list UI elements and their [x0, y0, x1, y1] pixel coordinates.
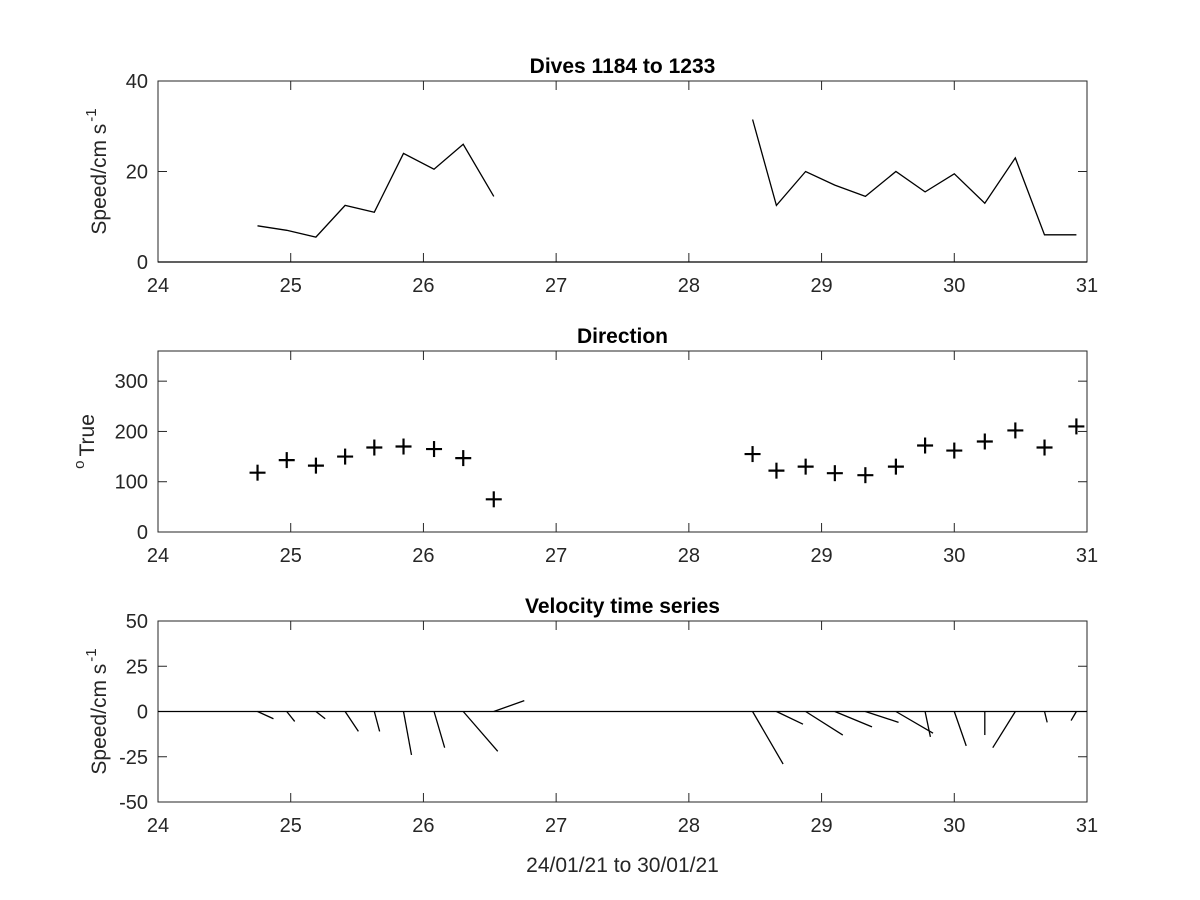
direction-x-tick-label: 28	[678, 545, 700, 567]
direction-y-tick-label: 300	[115, 371, 148, 393]
direction-plus-marker	[857, 467, 874, 484]
velocity-x-tick-label: 28	[678, 815, 700, 837]
speed-x-tick-label: 29	[810, 275, 832, 297]
velocity-stick	[1043, 711, 1048, 723]
direction-x-tick-label: 27	[545, 545, 567, 567]
direction-plus-marker	[278, 452, 295, 469]
velocity-stick	[776, 710, 804, 725]
direction-x-tick-label: 25	[280, 545, 302, 567]
direction-plus-marker	[426, 441, 443, 458]
velocity-stick	[493, 700, 525, 713]
velocity-stick	[751, 711, 784, 765]
speed-axes-box	[157, 80, 1088, 263]
direction-y-tick-label: 200	[115, 421, 148, 443]
direction-plus-marker	[395, 438, 412, 455]
direction-x-tick-label: 30	[943, 545, 965, 567]
velocity-stick	[924, 711, 932, 737]
velocity-y-tick-label: 50	[126, 611, 148, 633]
direction-plus-marker	[976, 433, 993, 450]
direction-y-tick-label: 0	[137, 522, 148, 544]
velocity-stick	[895, 710, 934, 734]
velocity-x-tick-label: 30	[943, 815, 965, 837]
direction-plus-marker	[366, 439, 383, 456]
velocity-x-tick-label: 31	[1076, 815, 1098, 837]
direction-x-tick-label: 31	[1076, 545, 1098, 567]
direction-plus-marker	[455, 450, 472, 467]
direction-plus-marker	[946, 442, 963, 459]
speed-y-tick-label: 20	[126, 162, 148, 184]
speed-y-tick-label: 40	[126, 71, 148, 93]
direction-plus-marker	[826, 465, 843, 482]
velocity-stick	[834, 710, 873, 728]
direction-x-tick-label: 29	[810, 545, 832, 567]
velocity-stick	[373, 711, 381, 732]
velocity-stick	[462, 711, 499, 752]
velocity-stick	[953, 711, 967, 747]
direction-plus-marker	[337, 448, 354, 465]
velocity-x-tick-label: 25	[280, 815, 302, 837]
direction-plus-marker	[1036, 439, 1053, 456]
velocity-stick	[315, 710, 326, 720]
velocity-y-tick-label: -25	[119, 747, 148, 769]
velocity-stick	[402, 711, 413, 756]
speed-panel: 24 25 26 27 28 29 30 31 0 20 40 Dives 1184 to 1233 S…	[83, 55, 1098, 297]
speed-x-tick-label: 30	[943, 275, 965, 297]
velocity-y-axis-label: Speed/cm s-1	[83, 648, 111, 774]
velocity-panel: 24 25 26 27 28 29 30 31 -50 -25 0 25 50 Velocity time…	[83, 595, 1098, 877]
velocity-x-tick-label: 24	[147, 815, 169, 837]
direction-y-axis-label: oTrue	[71, 414, 99, 469]
speed-line-segment-1	[257, 143, 495, 238]
direction-plus-marker	[744, 446, 761, 463]
velocity-stick	[257, 710, 274, 720]
direction-plus-marker	[768, 462, 785, 479]
direction-plus-marker	[797, 458, 814, 475]
velocity-stick	[433, 711, 446, 748]
speed-x-tick-label: 27	[545, 275, 567, 297]
velocity-y-tick-label: 25	[126, 656, 148, 678]
velocity-x-axis-label: 24/01/21 to 30/01/21	[526, 854, 719, 877]
velocity-y-tick-label: -50	[119, 792, 148, 814]
direction-plus-marker	[1068, 418, 1085, 435]
direction-title: Direction	[577, 325, 668, 348]
direction-panel: 24 25 26 27 28 29 30 31 0 100 200 300 Direction oTrue	[71, 325, 1098, 567]
direction-y-tick-label: 100	[115, 472, 148, 494]
velocity-title: Velocity time series	[525, 595, 720, 618]
speed-y-tick-label: 0	[137, 252, 148, 274]
speed-x-tick-label: 28	[678, 275, 700, 297]
velocity-stick	[805, 710, 844, 736]
speed-x-tick-label: 25	[280, 275, 302, 297]
direction-plus-marker	[917, 437, 934, 454]
direction-axes-box	[157, 350, 1088, 533]
velocity-stick	[1070, 711, 1077, 721]
velocity-stick	[286, 711, 296, 722]
direction-x-tick-label: 24	[147, 545, 169, 567]
speed-line-segment-2	[751, 119, 1077, 236]
direction-plus-marker	[485, 491, 502, 508]
direction-plus-marker	[1007, 422, 1024, 439]
velocity-x-tick-label: 27	[545, 815, 567, 837]
direction-plus-marker	[249, 464, 266, 481]
velocity-x-tick-label: 26	[412, 815, 434, 837]
direction-x-tick-label: 26	[412, 545, 434, 567]
speed-x-tick-label: 24	[147, 275, 169, 297]
velocity-x-tick-label: 29	[810, 815, 832, 837]
speed-title: Dives 1184 to 1233	[530, 55, 716, 78]
velocity-stick	[344, 711, 359, 732]
velocity-y-tick-label: 0	[137, 702, 148, 724]
velocity-stick	[992, 711, 1016, 749]
direction-plus-marker	[887, 458, 904, 475]
speed-y-axis-label: Speed/cm s-1	[83, 108, 111, 234]
velocity-stick	[865, 710, 899, 723]
direction-plus-marker	[307, 457, 324, 474]
speed-x-tick-label: 31	[1076, 275, 1098, 297]
speed-x-tick-label: 26	[412, 275, 434, 297]
